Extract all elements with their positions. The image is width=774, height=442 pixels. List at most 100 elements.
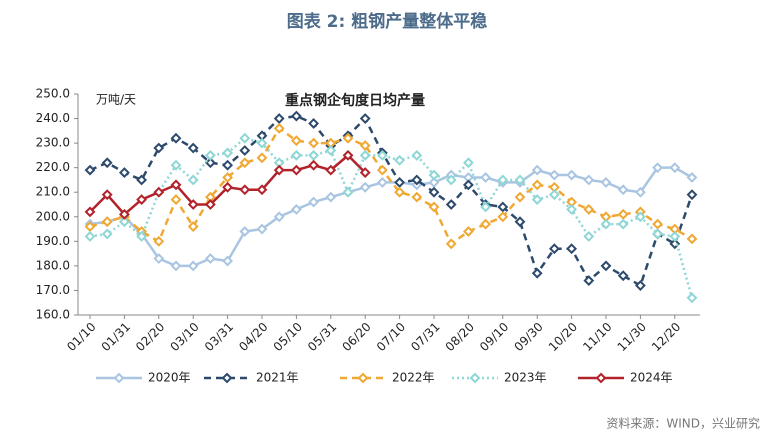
point [256, 137, 268, 149]
point [222, 255, 234, 267]
point [514, 191, 526, 203]
point [600, 176, 612, 188]
point [634, 186, 646, 198]
point [652, 228, 664, 240]
point [600, 218, 612, 230]
point [325, 191, 337, 203]
point [273, 122, 285, 134]
point [222, 159, 234, 171]
point [531, 267, 543, 279]
x-tick-label: 01/10 [64, 320, 98, 354]
point [153, 186, 165, 198]
point [634, 280, 646, 291]
point [187, 142, 199, 154]
point [583, 203, 595, 215]
y-tick-label: 190.0 [36, 234, 70, 248]
x-tick-label: 03/10 [167, 320, 201, 354]
point [462, 226, 474, 237]
chart-title: 图表 2: 粗钢产量整体平稳 [287, 11, 487, 32]
point [290, 110, 302, 122]
point [308, 137, 320, 149]
point [514, 216, 526, 228]
chart-subtitle: 重点钢企旬度日均产量 [285, 92, 425, 109]
point [566, 203, 578, 215]
point [325, 164, 337, 176]
point [204, 149, 216, 161]
x-tick-label: 12/20 [649, 320, 683, 354]
point [428, 169, 440, 181]
point [204, 157, 216, 169]
y-tick-label: 250.0 [36, 87, 70, 101]
legend-label: 2021年 [256, 371, 299, 385]
point [445, 174, 457, 186]
point [376, 149, 388, 161]
x-tick-label: 05/31 [305, 320, 339, 354]
y-tick-label: 160.0 [36, 308, 70, 322]
legend-label: 2020年 [148, 371, 191, 385]
point [170, 132, 182, 144]
series-line [89, 114, 694, 288]
point [548, 169, 560, 181]
y-tick-label: 230.0 [36, 136, 70, 150]
x-tick-label: 07/31 [408, 320, 442, 354]
point [84, 164, 96, 176]
series-line [89, 136, 694, 299]
x-tick-label: 01/31 [99, 320, 133, 354]
point [686, 292, 698, 304]
point [170, 260, 182, 272]
series-line [89, 126, 693, 246]
point [239, 226, 251, 237]
x-tick-label: 11/30 [615, 320, 649, 354]
point [359, 113, 371, 124]
point [170, 179, 182, 191]
point [101, 189, 113, 201]
point [153, 142, 165, 154]
point [583, 174, 595, 186]
point [290, 135, 302, 147]
point [84, 221, 96, 233]
legend-marker [595, 372, 607, 384]
point [394, 154, 406, 166]
point [548, 189, 560, 201]
point [394, 176, 406, 188]
point [204, 253, 216, 264]
x-tick-label: 09/30 [511, 320, 545, 354]
x-tick-label: 02/20 [133, 320, 167, 354]
point [308, 149, 320, 161]
point [239, 145, 251, 156]
point [153, 235, 165, 247]
point [566, 169, 578, 181]
point [84, 206, 96, 218]
point [376, 164, 388, 176]
point [187, 221, 199, 233]
point [359, 149, 371, 161]
point [600, 260, 612, 272]
point [445, 238, 457, 250]
point [308, 159, 320, 171]
point [342, 132, 354, 144]
point [136, 231, 148, 242]
point [222, 147, 234, 159]
point [342, 186, 354, 198]
legend-label: 2023年 [504, 371, 547, 385]
point [187, 260, 199, 272]
point [617, 270, 629, 282]
x-tick-label: 10/20 [546, 320, 580, 354]
x-tick-label: 06/20 [339, 320, 373, 354]
point [411, 149, 423, 161]
point [239, 157, 251, 169]
point [480, 172, 492, 183]
y-tick-label: 240.0 [36, 111, 70, 125]
point [686, 233, 698, 245]
point [170, 159, 182, 171]
point [411, 191, 423, 203]
point [290, 149, 302, 161]
point [531, 164, 543, 176]
point [308, 118, 320, 129]
point [101, 228, 113, 240]
point [222, 181, 234, 193]
point [136, 174, 148, 186]
point [462, 179, 474, 191]
point [445, 199, 457, 210]
point [497, 211, 509, 223]
